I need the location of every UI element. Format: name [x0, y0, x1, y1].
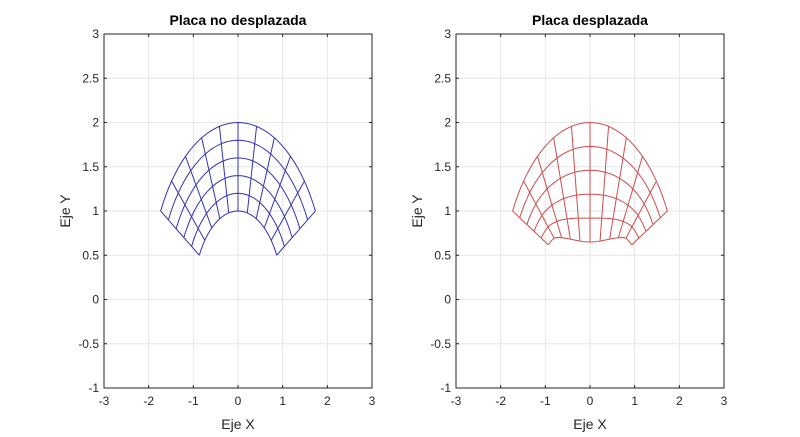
y-tick-label: -0.5 — [78, 337, 99, 351]
y-tick-label: 0.5 — [434, 248, 451, 262]
y-tick-label: 1 — [444, 204, 451, 218]
y-tick-label: -1 — [440, 381, 451, 395]
x-tick-label: 3 — [721, 394, 728, 408]
mesh-radial-line — [218, 126, 230, 213]
y-tick-label: 1 — [92, 204, 99, 218]
mesh-radial-line — [523, 180, 555, 239]
y-tick-label: 0 — [92, 293, 99, 307]
mesh-radial-line — [631, 210, 668, 246]
mesh-radial-line — [270, 180, 305, 241]
x-axis-label: Eje X — [221, 416, 255, 432]
x-tick-label: 1 — [631, 394, 638, 408]
chart-panel-undisplaced: -3 -2 -1 0 1 2 3 -1 -0.5 0 0.5 1 1.5 2 2.5 3 Placa no de… — [57, 12, 376, 432]
y-tick-label: 1.5 — [434, 160, 451, 174]
mesh-radial-line — [617, 156, 643, 238]
mesh — [512, 121, 668, 246]
chart-title: Placa desplazada — [532, 12, 648, 28]
y-tick-label: 0.5 — [82, 248, 99, 262]
y-tick-label: 2 — [92, 116, 99, 130]
mesh-radial-line — [160, 210, 200, 256]
x-tick-label: -2 — [143, 394, 154, 408]
mesh-radial-line — [263, 156, 291, 229]
x-tick-label: -3 — [99, 394, 110, 408]
mesh — [160, 121, 316, 256]
y-tick-label: 3 — [92, 27, 99, 41]
mesh-radial-line — [185, 156, 213, 229]
y-tick-label: 2.5 — [434, 71, 451, 85]
x-tick-label: -2 — [495, 394, 506, 408]
y-tick-label: -0.5 — [430, 337, 451, 351]
mesh-radial-line — [276, 210, 316, 256]
chart-panel-displaced: -3 -2 -1 0 1 2 3 -1 -0.5 0 0.5 1 1.5 2 2.5 3 Placa despl… — [409, 12, 728, 432]
mesh-radial-line — [246, 126, 258, 213]
y-axis-label: Eje Y — [409, 194, 425, 228]
y-tick-label: -1 — [88, 381, 99, 395]
x-tick-label: 0 — [235, 394, 242, 408]
y-tick-label: 3 — [444, 27, 451, 41]
y-tick-label: 1.5 — [82, 160, 99, 174]
mesh-radial-line — [171, 180, 206, 241]
x-tick-label: 1 — [279, 394, 286, 408]
mesh-radial-line — [537, 156, 563, 238]
x-tick-label: -1 — [188, 394, 199, 408]
mesh-radial-line — [599, 126, 610, 242]
mesh-radial-line — [255, 137, 275, 219]
y-tick-label: 2 — [444, 116, 451, 130]
chart-title: Placa no desplazada — [170, 12, 307, 28]
x-tick-label: -1 — [540, 394, 551, 408]
x-tick-label: 0 — [587, 394, 594, 408]
mesh-radial-line — [553, 137, 571, 240]
mesh-radial-line — [512, 210, 549, 246]
x-tick-label: -3 — [451, 394, 462, 408]
mesh-radial-line — [609, 137, 627, 240]
x-tick-label: 2 — [676, 394, 683, 408]
x-axis-label: Eje X — [573, 416, 607, 432]
y-axis-label: Eje Y — [57, 194, 73, 228]
mesh-radial-line — [201, 137, 221, 219]
mesh-radial-line — [625, 180, 657, 239]
y-tick-label: 0 — [444, 293, 451, 307]
x-tick-label: 3 — [369, 394, 376, 408]
y-tick-label: 2.5 — [82, 71, 99, 85]
x-tick-label: 2 — [324, 394, 331, 408]
mesh-radial-line — [570, 126, 581, 242]
